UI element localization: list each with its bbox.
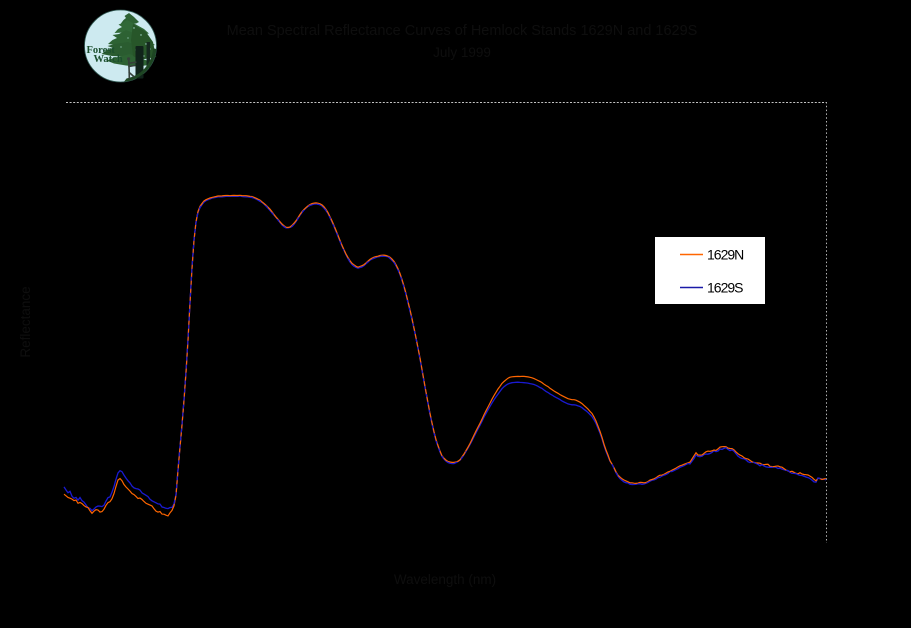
svg-text:1629N: 1629N <box>707 247 743 263</box>
svg-text:Mean Spectral Reflectance Curv: Mean Spectral Reflectance Curves of Heml… <box>227 23 698 39</box>
svg-text:1629S: 1629S <box>707 280 743 296</box>
svg-text:Watch: Watch <box>94 54 123 65</box>
svg-text:Wavelength (nm): Wavelength (nm) <box>394 572 496 587</box>
svg-text:Reflectance: Reflectance <box>18 286 33 357</box>
svg-text:July 1999: July 1999 <box>433 45 491 60</box>
